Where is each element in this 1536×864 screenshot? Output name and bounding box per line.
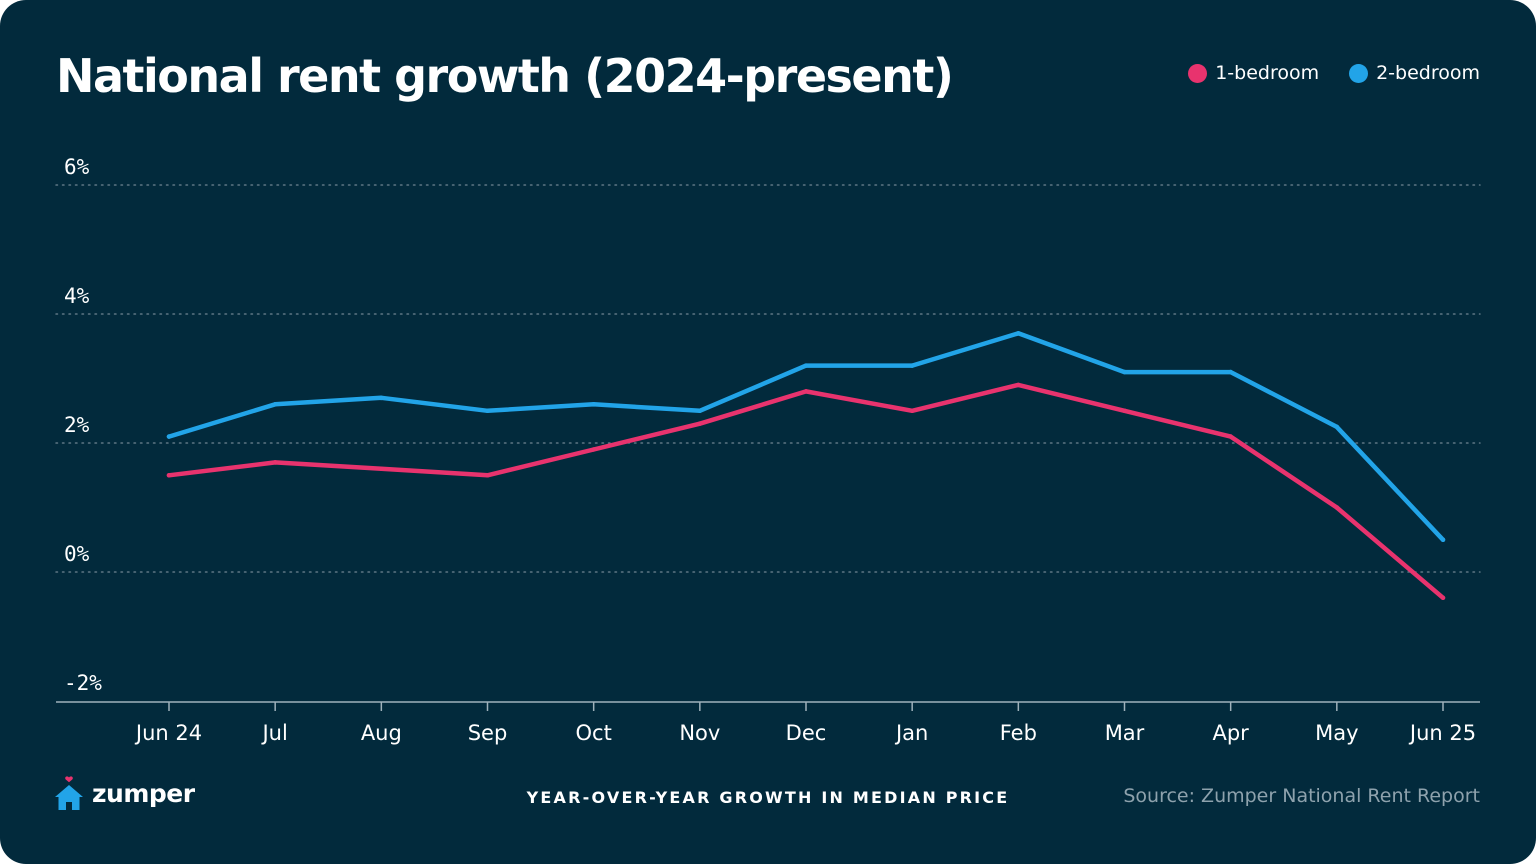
source-note: Source: Zumper National Rent Report <box>1123 785 1480 807</box>
data-point-1-bedroom <box>272 460 278 465</box>
data-point-1-bedroom <box>803 389 809 394</box>
y-tick-label: 2% <box>64 413 90 437</box>
x-tick-label: Apr <box>1212 721 1249 745</box>
x-tick-label: Jun 25 <box>1408 721 1476 745</box>
data-point-2-bedroom <box>485 408 490 413</box>
x-tick-label: Mar <box>1105 721 1145 745</box>
data-point-1-bedroom <box>591 447 596 452</box>
legend-label-2-bedroom: 2-bedroom <box>1376 62 1480 84</box>
data-point-2-bedroom <box>1228 369 1233 375</box>
data-point-2-bedroom <box>697 408 703 413</box>
data-point-2-bedroom <box>166 434 172 439</box>
data-point-2-bedroom <box>909 363 915 368</box>
x-tick-label: Sep <box>468 721 508 745</box>
y-tick-label: -2% <box>64 671 102 695</box>
legend-item-1-bedroom: 1-bedroom <box>1188 62 1319 84</box>
data-point-2-bedroom <box>272 402 278 407</box>
brand-name: zumper <box>92 778 195 808</box>
series-line-1-bedroom <box>166 382 1446 601</box>
x-tick-label: Nov <box>679 721 720 745</box>
data-point-2-bedroom <box>803 363 809 368</box>
data-point-2-bedroom <box>379 395 384 401</box>
data-point-2-bedroom <box>1016 331 1021 336</box>
data-point-1-bedroom <box>909 408 915 413</box>
y-tick-label: 6% <box>64 155 90 179</box>
x-tick-label: Jan <box>894 721 928 745</box>
x-tick-label: Jun 24 <box>134 721 202 745</box>
y-tick-label: 4% <box>64 284 90 308</box>
data-point-2-bedroom <box>1440 537 1446 542</box>
data-point-2-bedroom <box>591 402 596 407</box>
data-point-1-bedroom <box>1334 505 1340 510</box>
x-tick-label: Aug <box>361 721 402 745</box>
data-point-1-bedroom <box>166 473 172 478</box>
legend-swatch-2-bedroom <box>1349 63 1369 83</box>
x-tick-label: Oct <box>576 721 612 745</box>
brand: zumper <box>54 776 195 810</box>
y-tick-label: 0% <box>64 542 90 566</box>
data-point-2-bedroom <box>1122 369 1127 375</box>
x-tick-label: Jul <box>260 721 287 745</box>
data-point-1-bedroom <box>485 473 490 478</box>
legend-item-2-bedroom: 2-bedroom <box>1349 62 1480 84</box>
data-point-2-bedroom <box>1334 424 1340 430</box>
legend-swatch-1-bedroom <box>1188 63 1208 83</box>
chart-subtitle: YEAR-OVER-YEAR GROWTH IN MEDIAN PRICE <box>526 788 1010 807</box>
data-point-1-bedroom <box>1228 434 1233 439</box>
chart-title: National rent growth (2024-present) <box>56 49 954 103</box>
data-point-1-bedroom <box>1440 595 1446 601</box>
data-point-1-bedroom <box>1016 382 1021 388</box>
x-tick-label: Feb <box>1000 721 1037 745</box>
legend-label-1-bedroom: 1-bedroom <box>1215 62 1320 84</box>
data-point-1-bedroom <box>697 421 703 426</box>
house-heart-icon <box>55 776 83 810</box>
x-tick-label: May <box>1315 721 1358 745</box>
data-point-1-bedroom <box>1122 408 1127 413</box>
legend: 1-bedroom 2-bedroom <box>1188 62 1480 84</box>
data-point-1-bedroom <box>379 466 384 472</box>
x-tick-label: Dec <box>786 721 827 745</box>
